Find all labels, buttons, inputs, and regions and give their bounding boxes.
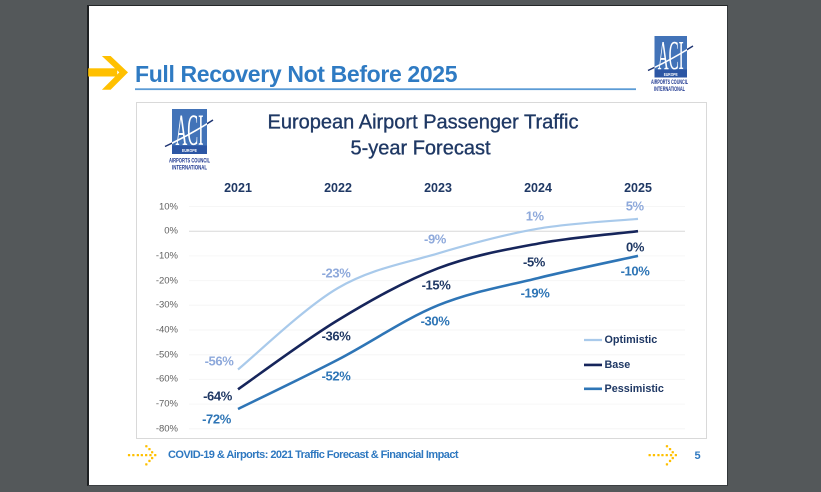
svg-text:ACI: ACI — [176, 106, 204, 155]
svg-text:EUROPE: EUROPE — [664, 72, 678, 77]
svg-text:INTERNATIONAL: INTERNATIONAL — [654, 86, 685, 93]
svg-text:EUROPE: EUROPE — [182, 148, 198, 154]
svg-text:AIRPORTS COUNCIL: AIRPORTS COUNCIL — [651, 79, 688, 86]
svg-text:INTERNATIONAL: INTERNATIONAL — [172, 165, 207, 172]
svg-text:AIRPORTS COUNCIL: AIRPORTS COUNCIL — [169, 158, 210, 165]
